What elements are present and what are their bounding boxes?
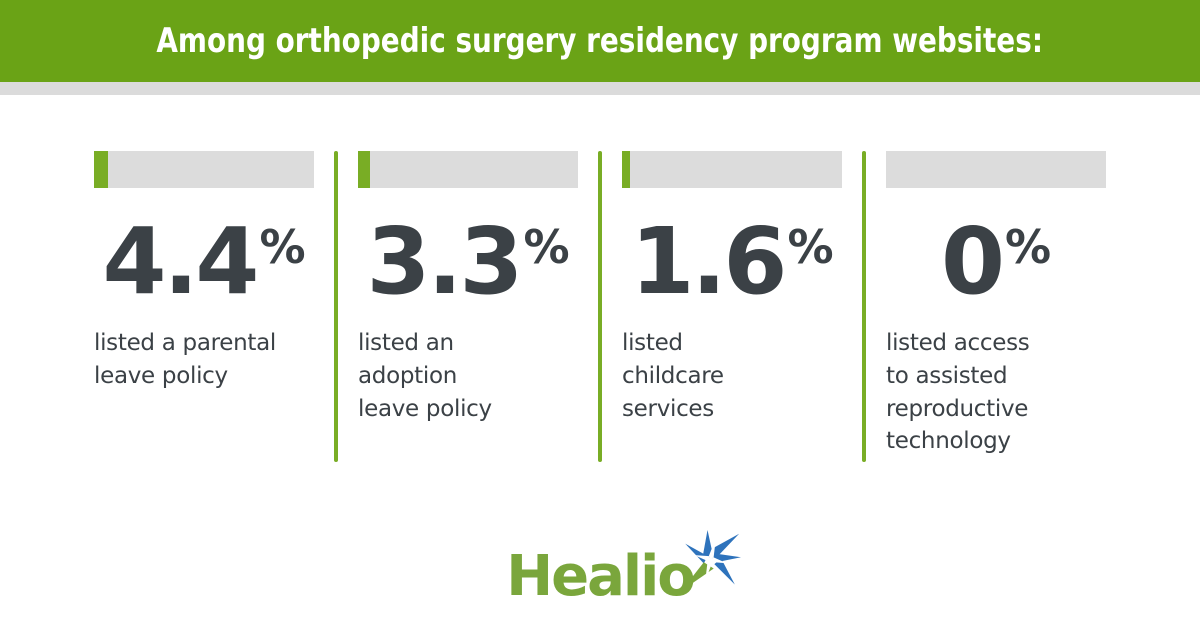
stat-bar-track	[358, 151, 578, 188]
footer: Healio	[0, 530, 1200, 630]
stat-number: 3.3 %	[358, 208, 578, 315]
healio-starburst-icon	[681, 530, 741, 592]
stat-bar-track	[622, 151, 842, 188]
stat-value: 4.4	[102, 208, 259, 315]
stat-bar-track	[886, 151, 1106, 188]
stat-bar-track	[94, 151, 314, 188]
stat-value: 0	[940, 208, 1005, 315]
percent-sign: %	[259, 220, 306, 274]
stat-bar-fill	[358, 151, 370, 188]
stat-column-parental-leave: 4.4 % listed a parental leave policy	[94, 151, 314, 393]
stats-area: 4.4 % listed a parental leave policy 3.3…	[0, 95, 1200, 546]
stat-column-childcare: 1.6 % listed childcare services	[622, 151, 842, 425]
stat-number: 4.4 %	[94, 208, 314, 315]
stat-column-adoption-leave: 3.3 % listed an adoption leave policy	[358, 151, 578, 425]
page-title: Among orthopedic surgery residency progr…	[156, 21, 1044, 61]
percent-sign: %	[1004, 220, 1052, 274]
column-divider	[334, 151, 338, 462]
healio-logo: Healio	[506, 530, 741, 610]
stat-row: 4.4 % listed a parental leave policy 3.3…	[0, 151, 1200, 462]
stat-value: 1.6	[630, 208, 787, 315]
header-divider-strip	[0, 82, 1200, 95]
stat-bar-fill	[94, 151, 108, 188]
stat-label: listed childcare services	[622, 330, 724, 422]
stat-number: 1.6 %	[622, 208, 842, 315]
stat-label: listed access to assisted reproductive t…	[886, 330, 1030, 455]
column-divider	[862, 151, 866, 462]
header-banner: Among orthopedic surgery residency progr…	[0, 0, 1200, 82]
percent-sign: %	[523, 220, 570, 274]
stat-bar-fill	[622, 151, 630, 188]
stat-label: listed an adoption leave policy	[358, 330, 492, 422]
column-divider	[598, 151, 602, 462]
percent-sign: %	[787, 220, 834, 274]
stat-value: 3.3	[366, 208, 523, 315]
healio-logo-text: Healio	[506, 544, 695, 610]
stat-number: 0 %	[886, 208, 1106, 315]
stat-column-reproductive-tech: 0 % listed access to assisted reproducti…	[886, 151, 1106, 458]
stat-label: listed a parental leave policy	[94, 330, 277, 390]
